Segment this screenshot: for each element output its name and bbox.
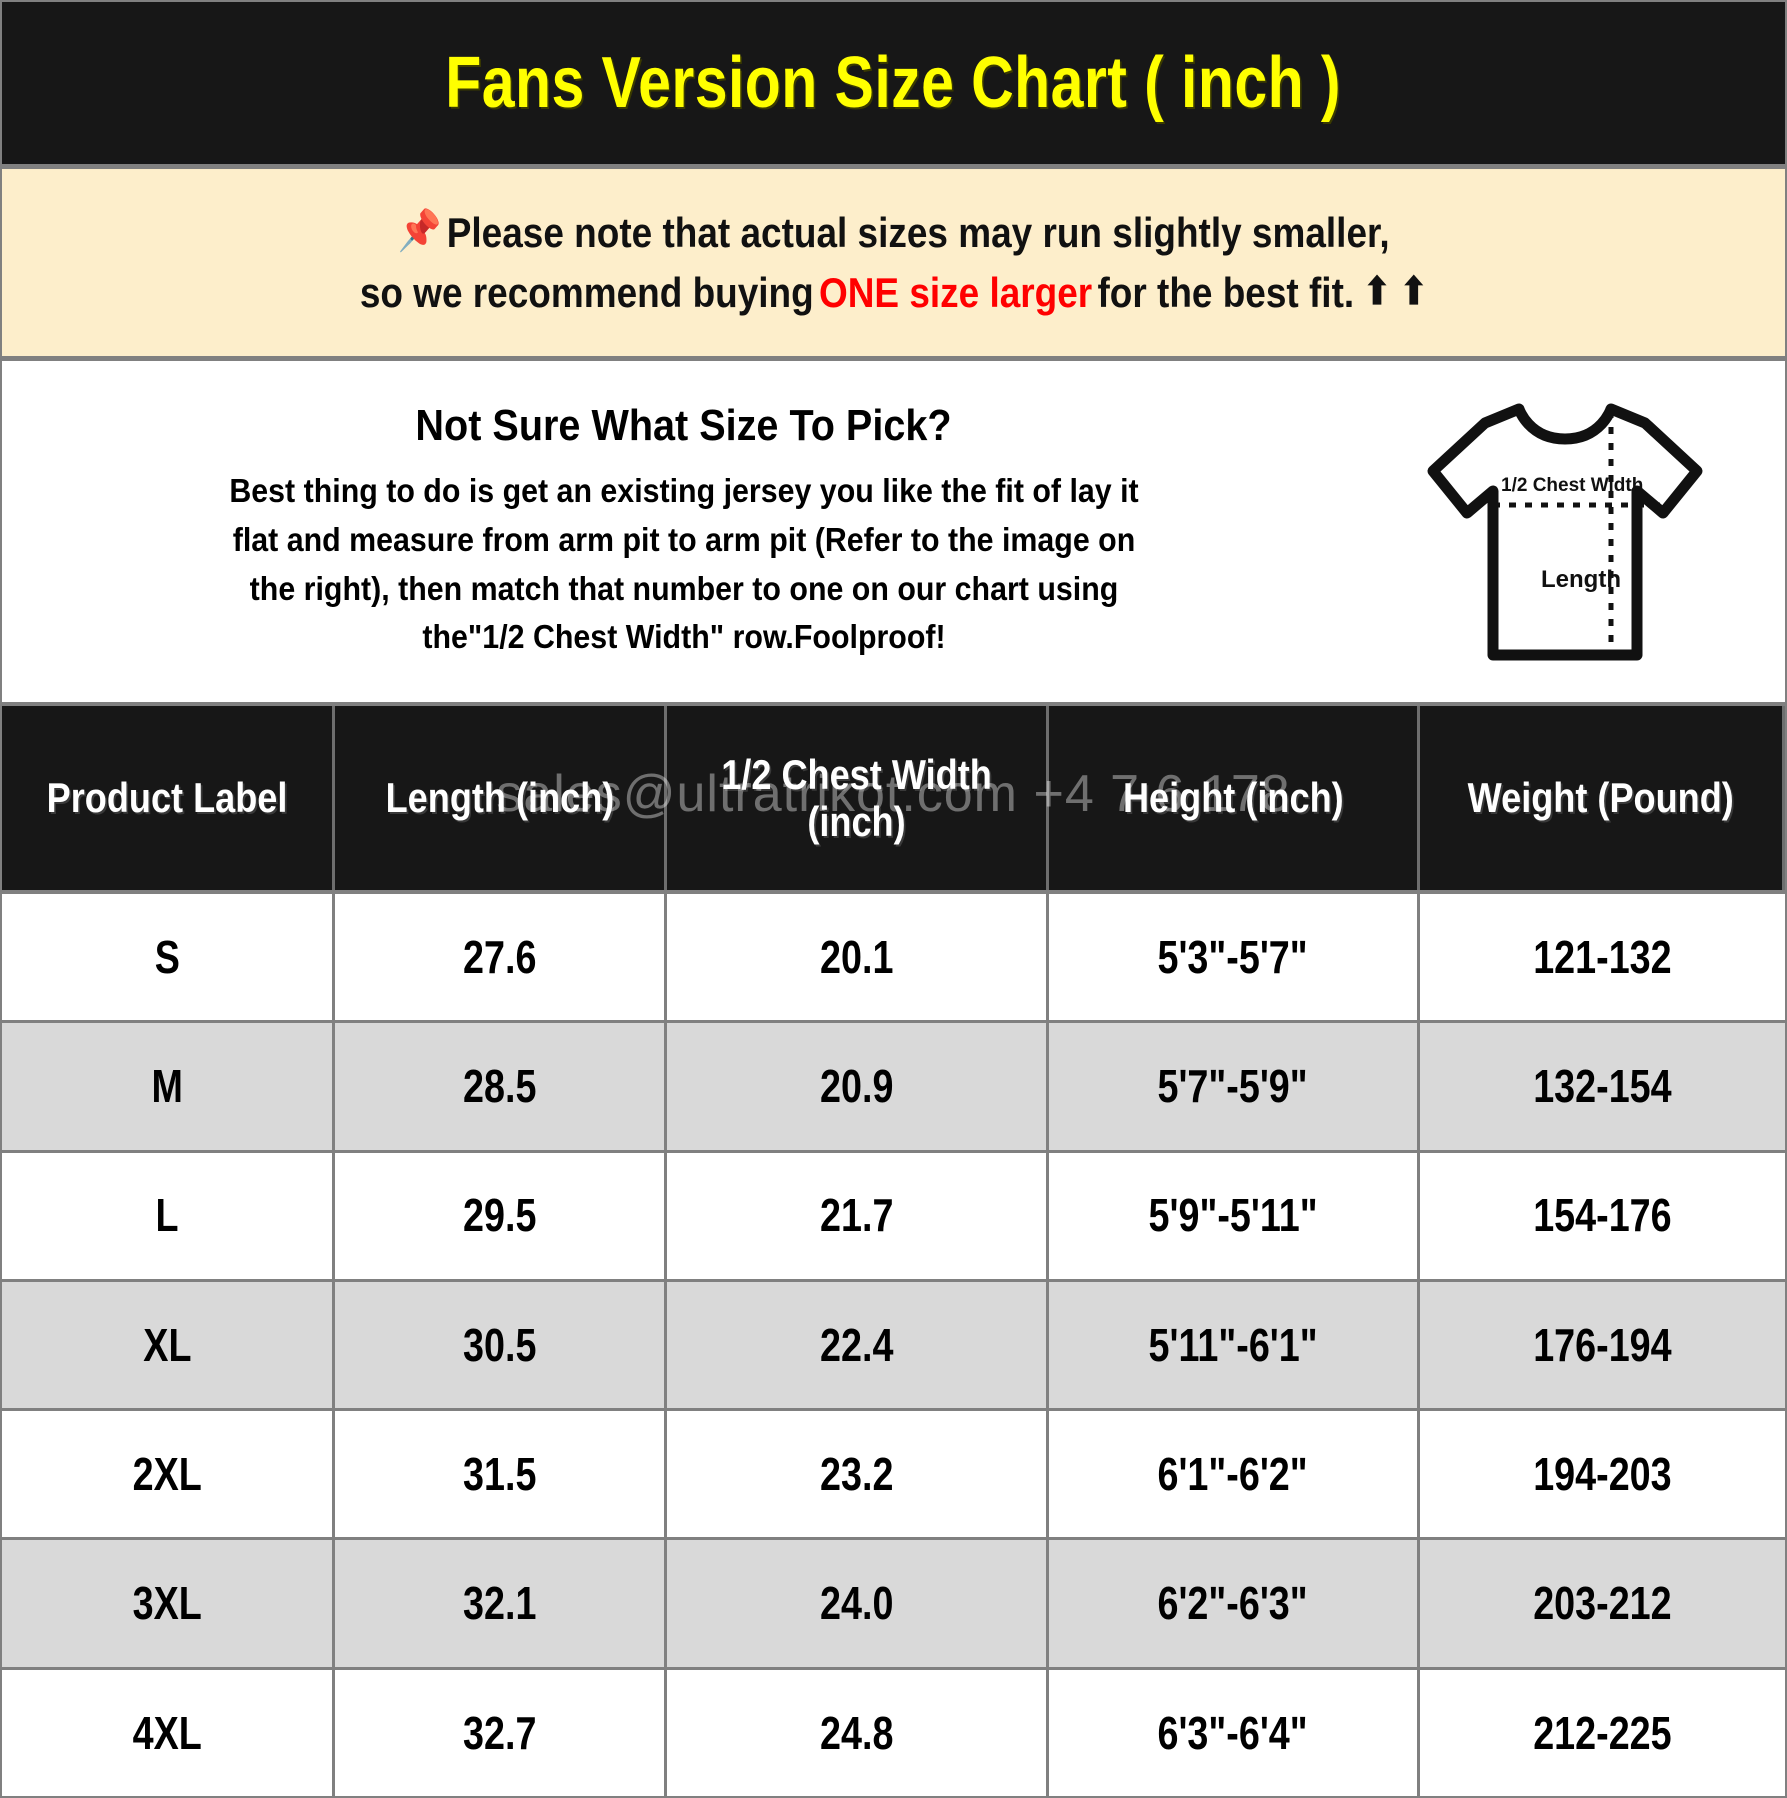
notice-banner: 📌 Please note that actual sizes may run …: [2, 169, 1785, 361]
cell-product-label: L: [2, 1152, 335, 1279]
notice-line-2-after: for the best fit.: [1097, 268, 1354, 316]
cell-product-label: 4XL: [2, 1669, 335, 1796]
table-row: L 29.5 21.7 5'9"-5'11" 154-176: [2, 1152, 1785, 1282]
cell-length: 27.6: [335, 894, 667, 1021]
cell-height: 6'2"-6'3": [1049, 1540, 1420, 1667]
cell-height: 5'11"-6'1": [1049, 1281, 1420, 1409]
table-row: 2XL 31.5 23.2 6'1"-6'2" 194-203: [2, 1411, 1785, 1541]
cell-chest: 24.0: [667, 1540, 1049, 1667]
cell-height: 6'1"-6'2": [1049, 1411, 1420, 1538]
table-row: XL 30.5 22.4 5'11"-6'1" 176-194: [2, 1281, 1785, 1412]
help-heading: Not Sure What Size To Pick?: [415, 400, 952, 450]
up-arrow-icon-1: ⬆: [1362, 271, 1391, 314]
cell-length: 30.5: [335, 1281, 667, 1409]
cell-product-label: XL: [2, 1281, 335, 1409]
table-header-row: Product Label Length (inch) 1/2 Chest Wi…: [2, 706, 1785, 894]
chart-title-bar: Fans Version Size Chart ( inch ): [2, 2, 1785, 169]
cell-product-label: 2XL: [2, 1411, 335, 1538]
notice-line-1: 📌 Please note that actual sizes may run …: [398, 203, 1390, 263]
cell-product-label: S: [2, 894, 335, 1021]
pushpin-icon: 📌: [397, 208, 442, 253]
notice-line-1-text: Please note that actual sizes may run sl…: [446, 208, 1390, 256]
tshirt-diagram-icon: 1/2 Chest Width Length: [1427, 403, 1703, 660]
cell-chest: 22.4: [667, 1281, 1049, 1409]
cell-weight: 121-132: [1533, 930, 1672, 983]
table-row: 4XL 32.7 24.8 6'3"-6'4" 212-225: [2, 1669, 1785, 1796]
cell-chest: 21.7: [667, 1152, 1049, 1279]
chest-width-label: 1/2 Chest Width: [1501, 475, 1643, 496]
cell-height: 5'7"-5'9": [1049, 1023, 1420, 1150]
cell-weight: 194-203: [1533, 1447, 1672, 1500]
help-text-column: Not Sure What Size To Pick? Best thing t…: [12, 401, 1355, 662]
header-cell-weight: Weight (Pound): [1420, 706, 1785, 890]
header-cell-chest-width: 1/2 Chest Width (inch): [667, 706, 1049, 890]
notice-line-2-before: so we recommend buying: [359, 268, 814, 316]
header-cell-length: Length (inch): [335, 706, 667, 890]
table-row: 3XL 32.1 24.0 6'2"-6'3" 203-212: [2, 1540, 1785, 1670]
size-table: sales@ultratrikot.com +4 7 6 178 Product…: [2, 706, 1785, 1796]
page-title: Fans Version Size Chart ( inch ): [445, 43, 1342, 123]
header-cell-height: Height (inch): [1049, 706, 1420, 890]
length-label: Length: [1541, 566, 1621, 593]
cell-chest: 20.9: [667, 1023, 1049, 1150]
notice-highlight: ONE size larger: [818, 268, 1092, 316]
cell-length: 29.5: [335, 1152, 667, 1279]
cell-height: 5'9"-5'11": [1049, 1152, 1420, 1279]
cell-chest: 20.1: [667, 894, 1049, 1021]
cell-weight: 176-194: [1533, 1318, 1672, 1371]
help-body: Best thing to do is get an existing jers…: [228, 471, 1139, 656]
table-row: M 28.5 20.9 5'7"-5'9" 132-154: [2, 1023, 1785, 1153]
cell-product-label: 3XL: [2, 1540, 335, 1667]
cell-chest: 23.2: [667, 1411, 1049, 1538]
cell-length: 32.7: [335, 1669, 667, 1796]
cell-weight: 132-154: [1533, 1060, 1672, 1113]
cell-length: 31.5: [335, 1411, 667, 1538]
help-section: Not Sure What Size To Pick? Best thing t…: [2, 361, 1785, 706]
up-arrow-icon-2: ⬆: [1399, 271, 1428, 314]
notice-line-2: so we recommend buying ONE size larger f…: [360, 263, 1428, 323]
cell-length: 32.1: [335, 1540, 667, 1667]
cell-height: 5'3"-5'7": [1049, 894, 1420, 1021]
cell-weight: 212-225: [1533, 1706, 1672, 1759]
shirt-diagram-column: 1/2 Chest Width Length: [1355, 387, 1775, 677]
cell-height: 6'3"-6'4": [1049, 1669, 1420, 1796]
cell-chest: 24.8: [667, 1669, 1049, 1796]
cell-product-label: M: [2, 1023, 335, 1150]
table-row: S 27.6 20.1 5'3"-5'7" 121-132: [2, 894, 1785, 1024]
cell-weight: 154-176: [1533, 1189, 1672, 1242]
header-cell-product-label: Product Label: [2, 706, 335, 890]
cell-length: 28.5: [335, 1023, 667, 1150]
cell-weight: 203-212: [1533, 1577, 1672, 1630]
